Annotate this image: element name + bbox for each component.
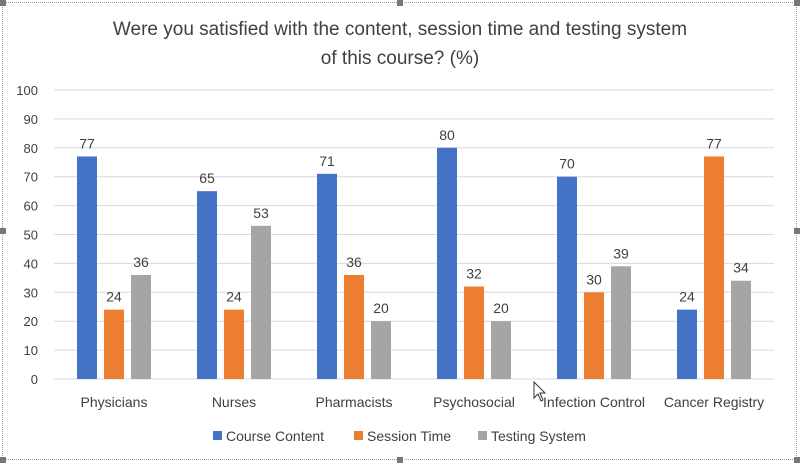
x-category-label: Infection Control <box>543 394 645 410</box>
data-label: 32 <box>466 266 482 282</box>
legend-label[interactable]: Course Content <box>226 428 324 444</box>
y-tick-label: 80 <box>24 141 38 156</box>
resize-handle[interactable] <box>397 457 403 463</box>
bar-course-content[interactable] <box>437 147 457 379</box>
legend-swatch <box>213 431 222 440</box>
bar-course-content[interactable] <box>317 173 337 379</box>
data-label: 24 <box>106 289 122 305</box>
data-label: 53 <box>253 205 269 221</box>
chart-title-line2: of this course? (%) <box>321 48 479 69</box>
bar-testing-system[interactable] <box>131 274 151 379</box>
bar-session-time[interactable] <box>704 156 724 379</box>
x-category-label: Psychosocial <box>433 394 515 410</box>
y-tick-label: 20 <box>24 314 38 329</box>
resize-handle[interactable] <box>0 457 6 463</box>
y-tick-label: 10 <box>24 343 38 358</box>
bar-course-content[interactable] <box>77 156 97 379</box>
bar-course-content[interactable] <box>557 176 577 379</box>
y-tick-label: 60 <box>24 199 38 214</box>
y-tick-label: 100 <box>16 83 38 98</box>
data-label: 80 <box>439 127 455 143</box>
data-label: 20 <box>373 300 389 316</box>
bar-course-content[interactable] <box>677 309 697 379</box>
bar-testing-system[interactable] <box>731 280 751 379</box>
data-label: 20 <box>493 300 509 316</box>
x-category-label: Nurses <box>212 394 256 410</box>
bar-session-time[interactable] <box>464 286 484 379</box>
resize-handle[interactable] <box>0 0 6 6</box>
legend-label[interactable]: Testing System <box>491 428 586 444</box>
legend-label[interactable]: Session Time <box>367 428 451 444</box>
resize-handle[interactable] <box>397 0 403 6</box>
bar-course-content[interactable] <box>197 191 217 379</box>
data-label: 34 <box>733 260 749 276</box>
y-tick-label: 30 <box>24 285 38 300</box>
y-tick-label: 0 <box>31 372 38 387</box>
legend-swatch <box>478 431 487 440</box>
x-category-label: Pharmacists <box>315 394 392 410</box>
y-tick-label: 40 <box>24 256 38 271</box>
bar-testing-system[interactable] <box>611 266 631 379</box>
data-label: 71 <box>319 153 335 169</box>
bar-testing-system[interactable] <box>251 225 271 379</box>
resize-handle[interactable] <box>794 457 800 463</box>
data-label: 70 <box>559 156 575 172</box>
resize-handle[interactable] <box>794 0 800 6</box>
chart-title: Were you satisfied with the content, ses… <box>113 19 687 40</box>
legend-swatch <box>354 431 363 440</box>
x-category-label: Cancer Registry <box>664 394 764 410</box>
y-tick-label: 90 <box>24 112 38 127</box>
data-label: 65 <box>199 170 215 186</box>
bar-session-time[interactable] <box>584 292 604 379</box>
y-tick-label: 50 <box>24 228 38 243</box>
bar-session-time[interactable] <box>344 274 364 379</box>
data-label: 77 <box>79 135 95 151</box>
data-label: 24 <box>226 289 242 305</box>
bar-testing-system[interactable] <box>491 321 511 379</box>
resize-handle[interactable] <box>794 228 800 234</box>
data-label: 39 <box>613 245 629 261</box>
bar-session-time[interactable] <box>224 309 244 379</box>
x-category-label: Physicians <box>81 394 148 410</box>
data-label: 36 <box>346 254 362 270</box>
data-label: 77 <box>706 135 722 151</box>
data-label: 30 <box>586 271 602 287</box>
mouse-cursor-icon <box>533 380 547 402</box>
bar-testing-system[interactable] <box>371 321 391 379</box>
data-label: 24 <box>679 289 695 305</box>
resize-handle[interactable] <box>0 228 6 234</box>
y-tick-label: 70 <box>24 170 38 185</box>
data-label: 36 <box>133 254 149 270</box>
bar-session-time[interactable] <box>104 309 124 379</box>
